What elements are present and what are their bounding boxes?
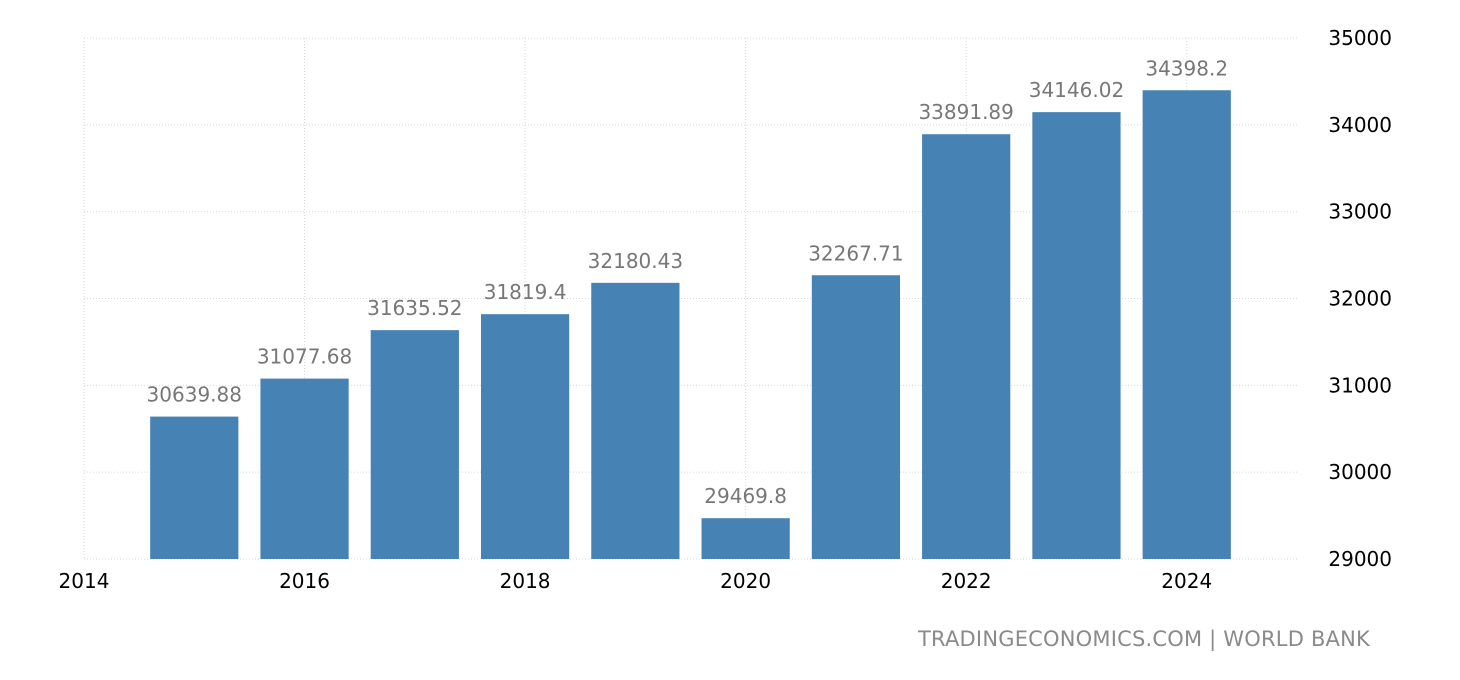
bar xyxy=(370,330,459,559)
data-label: 32267.71 xyxy=(808,241,903,265)
bar xyxy=(150,416,239,559)
bar xyxy=(260,378,349,559)
data-label: 31819.4 xyxy=(484,280,567,304)
data-label: 32180.43 xyxy=(588,249,683,273)
y-tick-label: 29000 xyxy=(1328,547,1392,571)
x-tick-label: 2022 xyxy=(941,569,992,593)
y-tick-label: 30000 xyxy=(1328,460,1392,484)
bar xyxy=(591,282,680,559)
y-tick-label: 35000 xyxy=(1328,26,1392,50)
data-label: 31077.68 xyxy=(257,345,352,369)
x-tick-label: 2016 xyxy=(279,569,330,593)
bars xyxy=(150,90,1231,560)
data-label: 29469.8 xyxy=(704,484,787,508)
bar xyxy=(1032,112,1121,559)
bar xyxy=(922,134,1011,559)
bar xyxy=(811,275,901,559)
x-tick-label: 2014 xyxy=(59,569,110,593)
x-tick-label: 2018 xyxy=(500,569,551,593)
data-label: 30639.88 xyxy=(147,383,242,407)
data-label: 33891.89 xyxy=(918,100,1013,124)
data-label: 31635.52 xyxy=(367,296,462,320)
data-labels: 30639.88 31077.68 31635.52 31819.4 32180.43 2… xyxy=(147,56,1229,508)
x-axis: 2014 2016 2018 2020 2022 2024 xyxy=(59,569,1213,593)
y-tick-label: 33000 xyxy=(1328,200,1392,224)
y-axis: 29000 30000 31000 32000 33000 34000 35000 xyxy=(1328,26,1392,571)
y-tick-label: 32000 xyxy=(1328,287,1392,311)
y-tick-label: 31000 xyxy=(1328,373,1392,397)
x-tick-label: 2024 xyxy=(1161,569,1212,593)
bar xyxy=(1142,90,1231,560)
y-tick-label: 34000 xyxy=(1328,113,1392,137)
bar xyxy=(701,518,790,559)
x-tick-label: 2020 xyxy=(720,569,771,593)
grid-lines xyxy=(83,37,1297,560)
data-label: 34398.2 xyxy=(1145,56,1228,80)
source-credit[interactable]: TRADINGECONOMICS.COM | WORLD BANK xyxy=(918,627,1370,651)
data-label: 34146.02 xyxy=(1029,78,1124,102)
bar xyxy=(480,314,570,559)
